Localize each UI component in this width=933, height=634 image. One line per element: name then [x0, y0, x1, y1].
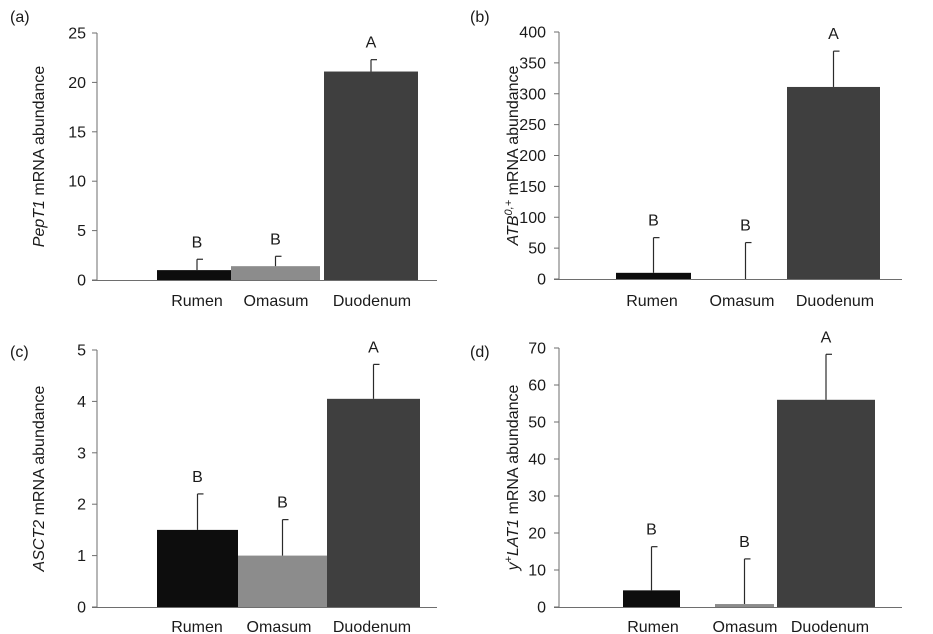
significance-letter: B	[648, 213, 659, 230]
bar-omasum	[715, 604, 774, 607]
y-tick-label: 20	[528, 526, 546, 543]
y-tick-label: 40	[528, 452, 546, 469]
bar-rumen	[616, 272, 691, 279]
bar-duodenum	[787, 86, 880, 280]
significance-letter: A	[368, 339, 379, 356]
category-label: Omasum	[710, 293, 775, 310]
y-tick-label: 300	[519, 86, 546, 103]
panel-label: (d)	[470, 344, 490, 361]
bar-rumen	[623, 590, 680, 607]
y-axis-label: PepT1 mRNA abundance	[31, 66, 48, 248]
y-tick-label: 0	[537, 600, 546, 617]
significance-letter: B	[192, 234, 203, 251]
bar-rumen	[157, 529, 238, 607]
category-label: Rumen	[626, 293, 678, 310]
panel-c: (c) 0 1 2 3 4 5 ASCT2 mRNA abundance B Rumen B Omas…	[10, 339, 437, 634]
significance-letter: B	[740, 218, 751, 235]
y-tick-label: 5	[77, 343, 86, 360]
y-tick-label: 1	[77, 548, 86, 565]
y-tick-label: 20	[68, 75, 86, 92]
y-tick-label: 350	[519, 55, 546, 72]
y-axis-label: y+LAT1 mRNA abundance	[503, 385, 522, 572]
y-tick-label: 0	[77, 273, 86, 290]
significance-letter: A	[366, 35, 377, 52]
bar-omasum	[231, 266, 320, 280]
y-axis-label: ASCT2 mRNA abundance	[31, 385, 48, 572]
y-tick-label: 3	[77, 445, 86, 462]
significance-letter: B	[270, 231, 281, 248]
category-label: Omasum	[244, 293, 309, 310]
y-tick-label: 70	[528, 341, 546, 358]
panel-label: (a)	[10, 9, 30, 26]
significance-letter: B	[739, 534, 750, 551]
panel-label: (c)	[10, 344, 29, 361]
y-tick-label: 0	[537, 272, 546, 289]
category-label: Rumen	[171, 293, 223, 310]
y-tick-label: 0	[77, 600, 86, 617]
bar-omasum	[238, 555, 327, 607]
y-tick-label: 10	[528, 563, 546, 580]
category-label: Omasum	[247, 619, 312, 634]
y-tick-label: 2	[77, 497, 86, 514]
category-label: Rumen	[627, 619, 679, 634]
y-tick-label: 400	[519, 25, 546, 42]
y-axis-label: ATB0,+ mRNA abundance	[503, 65, 522, 246]
significance-letter: A	[821, 329, 832, 346]
category-label: Duodenum	[333, 293, 411, 310]
significance-letter: B	[646, 522, 657, 539]
category-label: Omasum	[713, 619, 778, 634]
y-tick-label: 200	[519, 148, 546, 165]
panel-b: (b) 0 50 100 150 200 250 300 350 400 ATB0,+ mRNA a…	[470, 9, 902, 310]
y-tick-label: 50	[528, 241, 546, 258]
y-tick-label: 50	[528, 415, 546, 432]
panel-d: (d) 0 10 20 30 40 50 60 70 y+LAT1 mRNA abundance B…	[470, 329, 902, 634]
category-label: Rumen	[171, 619, 223, 634]
bar-duodenum	[777, 399, 875, 607]
y-tick-label: 150	[519, 179, 546, 196]
y-tick-label: 10	[68, 174, 86, 191]
y-tick-label: 4	[77, 394, 86, 411]
y-tick-label: 15	[68, 124, 86, 141]
significance-letter: B	[192, 469, 203, 486]
bar-duodenum	[324, 71, 418, 280]
y-tick-label: 250	[519, 117, 546, 134]
y-tick-label: 30	[528, 489, 546, 506]
y-tick-label: 100	[519, 210, 546, 227]
category-label: Duodenum	[333, 619, 411, 634]
y-tick-label: 60	[528, 378, 546, 395]
bar-rumen	[157, 270, 237, 280]
panel-a: (a) 0 5 10 15 20 25 PepT1 mRNA abundance B Rumen B…	[10, 9, 437, 310]
category-label: Duodenum	[791, 619, 869, 634]
significance-letter: B	[277, 495, 288, 512]
panel-label: (b)	[470, 9, 490, 26]
significance-letter: A	[828, 26, 839, 43]
y-tick-label: 5	[77, 223, 86, 240]
bar-duodenum	[327, 398, 420, 607]
category-label: Duodenum	[796, 293, 874, 310]
y-tick-label: 25	[68, 26, 86, 43]
